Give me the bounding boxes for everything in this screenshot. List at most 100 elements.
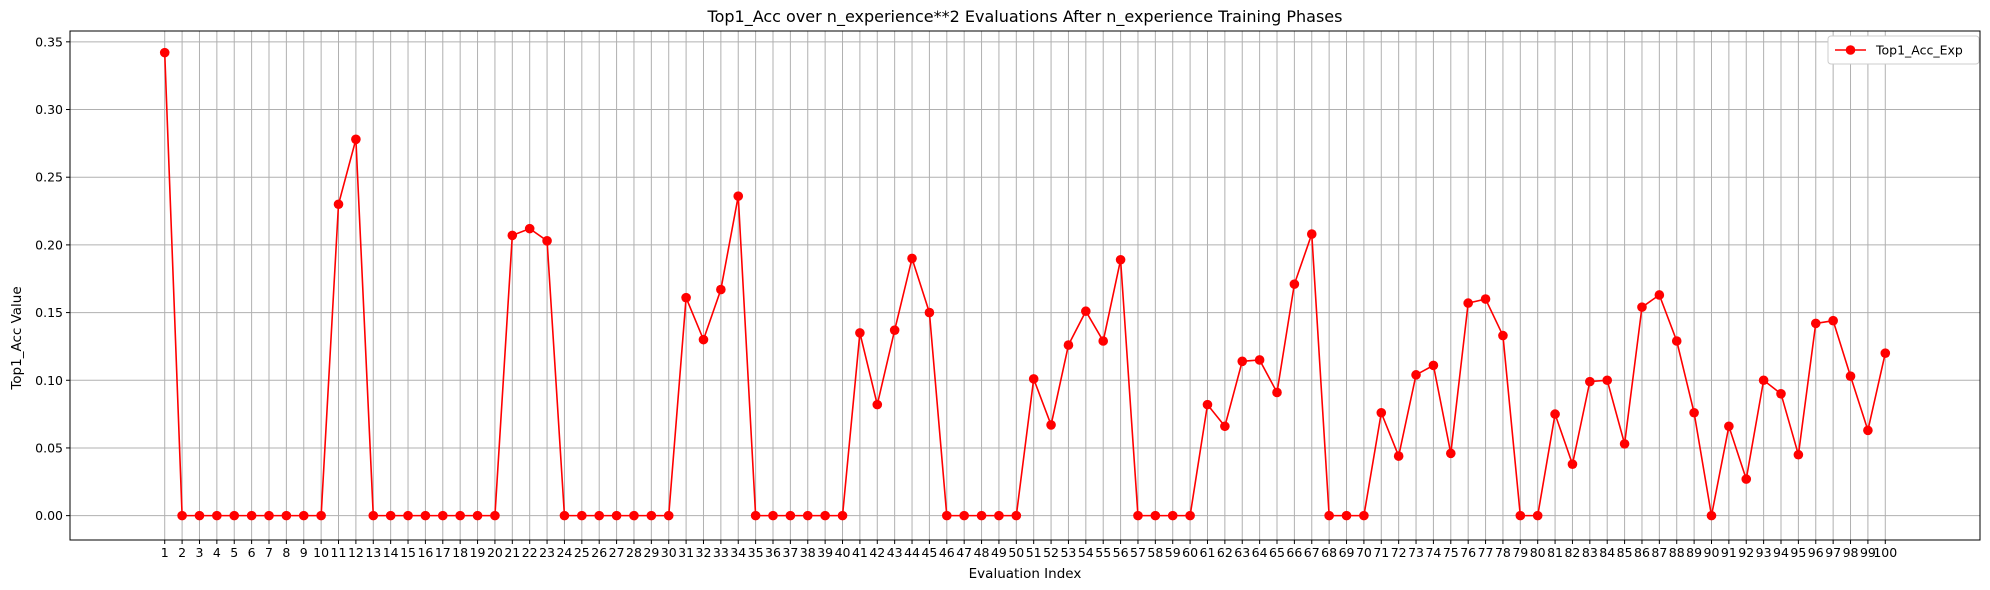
x-tick-label: 19 bbox=[470, 545, 486, 560]
data-point bbox=[820, 510, 830, 521]
x-tick-label: 70 bbox=[1356, 545, 1372, 560]
data-point bbox=[1046, 420, 1056, 430]
data-point bbox=[1445, 448, 1456, 459]
data-point bbox=[403, 510, 413, 521]
x-tick-label: 24 bbox=[556, 545, 572, 560]
data-point bbox=[1498, 330, 1508, 341]
x-tick-label: 45 bbox=[921, 545, 937, 560]
data-point bbox=[246, 510, 257, 521]
x-tick-label: 77 bbox=[1478, 545, 1494, 560]
x-tick-label: 87 bbox=[1651, 545, 1667, 560]
x-tick-label: 88 bbox=[1669, 545, 1685, 560]
data-point bbox=[1863, 425, 1873, 436]
plot-frame bbox=[69, 30, 1981, 541]
data-point bbox=[437, 510, 448, 521]
x-tick-label: 93 bbox=[1756, 545, 1772, 560]
data-point bbox=[316, 510, 326, 521]
data-point bbox=[1428, 360, 1439, 371]
y-tick-label: 0.30 bbox=[35, 102, 63, 117]
data-point bbox=[507, 230, 518, 241]
x-tick-label: 50 bbox=[1008, 545, 1024, 560]
x-tick-label: 47 bbox=[956, 545, 972, 560]
data-point bbox=[768, 510, 778, 521]
data-point bbox=[1289, 279, 1300, 289]
x-tick-label: 53 bbox=[1060, 545, 1076, 560]
data-point bbox=[855, 328, 865, 338]
x-tick-label: 52 bbox=[1043, 545, 1059, 560]
series-layer bbox=[159, 47, 1891, 521]
y-tick-label: 0.10 bbox=[35, 373, 63, 388]
x-tick-label: 76 bbox=[1460, 545, 1476, 560]
x-tick-label: 25 bbox=[574, 545, 590, 560]
data-point bbox=[594, 510, 605, 521]
legend: Top1_Acc_Exp bbox=[1827, 35, 1980, 65]
x-tick-label: 7 bbox=[265, 545, 273, 560]
x-tick-label: 57 bbox=[1130, 545, 1146, 560]
x-tick-label: 6 bbox=[248, 545, 256, 560]
data-point bbox=[1515, 510, 1526, 521]
data-point bbox=[698, 334, 709, 345]
data-point bbox=[1776, 388, 1786, 399]
data-point bbox=[368, 510, 379, 521]
x-tick-label: 79 bbox=[1512, 545, 1528, 560]
axis-ticks: 1 2 3 4 5 6 7 8 9 10 11 12 13 14 15 16 17 18 19 20 21 22 23 24 2… bbox=[35, 34, 1897, 560]
data-point bbox=[1550, 409, 1560, 419]
data-point bbox=[994, 510, 1004, 521]
x-tick-label: 17 bbox=[435, 545, 451, 560]
series-line bbox=[163, 52, 1887, 517]
data-point bbox=[1011, 510, 1022, 521]
grid bbox=[70, 31, 1980, 540]
y-tick-label: 0.15 bbox=[35, 305, 63, 320]
y-tick-label: 0.00 bbox=[35, 508, 63, 523]
data-point bbox=[298, 510, 309, 521]
data-point bbox=[385, 510, 396, 521]
data-point bbox=[1480, 294, 1491, 304]
data-point bbox=[577, 510, 587, 521]
data-point bbox=[194, 510, 205, 521]
data-point bbox=[681, 292, 691, 303]
x-tick-label: 22 bbox=[522, 545, 538, 560]
data-point bbox=[716, 284, 726, 295]
x-tick-label: 30 bbox=[661, 545, 677, 560]
x-tick-label: 10 bbox=[313, 545, 329, 560]
data-point bbox=[629, 510, 639, 521]
data-point bbox=[1115, 254, 1126, 265]
x-tick-label: 54 bbox=[1078, 545, 1094, 560]
x-tick-label: 60 bbox=[1182, 545, 1198, 560]
data-point bbox=[1167, 510, 1178, 521]
x-tick-label: 33 bbox=[713, 545, 729, 560]
x-tick-label: 49 bbox=[991, 545, 1007, 560]
y-axis-label: Top1_Acc Value bbox=[9, 286, 25, 390]
data-point bbox=[1028, 374, 1039, 384]
data-point bbox=[611, 510, 622, 521]
data-point bbox=[1098, 336, 1109, 346]
data-point bbox=[1411, 370, 1421, 380]
data-point bbox=[1602, 375, 1613, 386]
x-tick-label: 91 bbox=[1721, 545, 1737, 560]
data-point bbox=[159, 47, 170, 58]
x-tick-label: 74 bbox=[1425, 545, 1441, 560]
x-tick-label: 36 bbox=[765, 545, 781, 560]
x-tick-label: 55 bbox=[1095, 545, 1111, 560]
data-point bbox=[1654, 290, 1665, 300]
x-tick-label: 26 bbox=[591, 545, 607, 560]
data-point bbox=[1724, 421, 1734, 432]
x-tick-label: 4 bbox=[213, 545, 221, 560]
y-tick-label: 0.05 bbox=[35, 440, 63, 455]
data-point bbox=[1254, 355, 1265, 365]
data-point bbox=[1133, 510, 1143, 521]
x-tick-label: 61 bbox=[1200, 545, 1216, 560]
data-point bbox=[1063, 340, 1074, 350]
data-point bbox=[1706, 510, 1717, 521]
x-tick-label: 89 bbox=[1686, 545, 1702, 560]
data-point bbox=[1185, 510, 1195, 521]
x-tick-label: 12 bbox=[348, 545, 364, 560]
data-point bbox=[472, 510, 483, 521]
legend-label: Top1_Acc_Exp bbox=[1875, 43, 1963, 58]
data-point bbox=[1359, 510, 1369, 521]
x-axis-label: Evaluation Index bbox=[969, 566, 1082, 582]
x-tick-label: 98 bbox=[1843, 545, 1859, 560]
x-tick-label: 94 bbox=[1773, 545, 1789, 560]
x-tick-label: 21 bbox=[504, 545, 520, 560]
